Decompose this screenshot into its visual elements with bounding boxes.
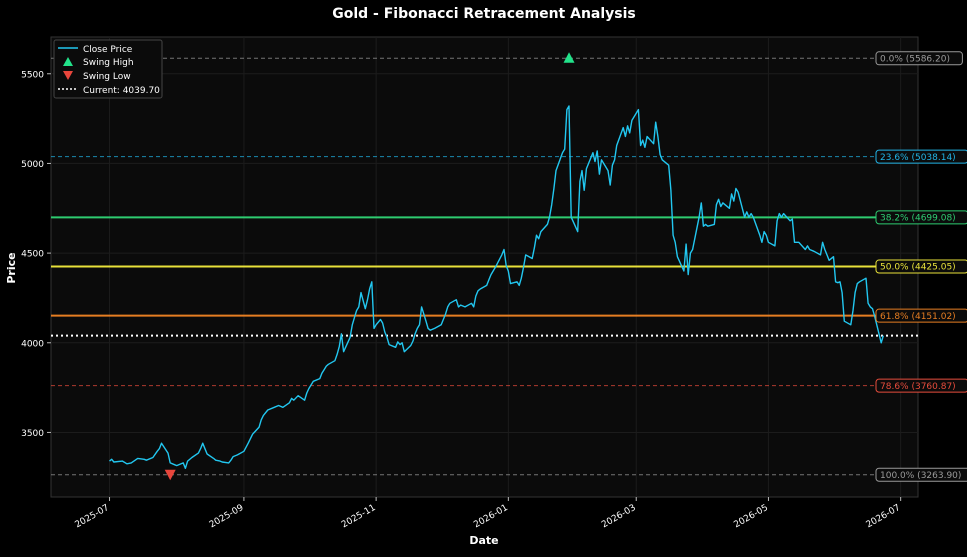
fib-level-label: 50.0% (4425.05) (880, 263, 956, 273)
close-price-line (109, 105, 884, 469)
chart-title: Gold - Fibonacci Retracement Analysis (332, 6, 636, 22)
fib-level-box (875, 51, 963, 66)
fib-lines (51, 57, 918, 476)
legend-current-label: Current: 4039.70 (83, 86, 160, 96)
y-tick-label: 4000 (21, 339, 44, 349)
swing-low-marker (164, 469, 176, 481)
fib-labels: 0.0% (5586.20) 23.6% (5038.14) 38.2% (4699… (875, 51, 967, 482)
y-tick-label: 3500 (21, 429, 44, 439)
fib-level-label: 0.0% (5586.20) (880, 55, 950, 65)
fib-level-box (875, 149, 967, 164)
legend-box (53, 39, 163, 99)
fib-level-label: 23.6% (5038.14) (880, 153, 956, 163)
fib-level-box (875, 378, 967, 393)
legend-swing-low-marker (63, 71, 73, 80)
legend-swing-high-marker (63, 57, 73, 66)
legend-swing-high-label: Swing High (83, 58, 134, 68)
markers (164, 52, 575, 481)
fib-level-box (875, 308, 967, 323)
legend: Close Price Swing High Swing Low Current… (53, 39, 163, 99)
fib-level-label: 61.8% (4151.02) (880, 312, 956, 322)
y-tick-label: 5500 (21, 70, 44, 80)
fib-level-label: 100.0% (3263.90) (880, 471, 961, 481)
y-tick-label: 5000 (21, 160, 44, 170)
fib-level-box (875, 259, 967, 274)
fib-level-box (875, 210, 967, 225)
y-tick-label: 4500 (21, 250, 44, 260)
fib-level-label: 78.6% (3760.87) (880, 382, 956, 392)
legend-swing-low-label: Swing Low (83, 72, 131, 82)
legend-close-label: Close Price (83, 45, 133, 55)
y-axis-label: Price (5, 252, 18, 283)
swing-high-marker (563, 52, 575, 63)
fib-level-box (875, 467, 967, 482)
series-layer (109, 105, 884, 469)
x-axis-label: Date (469, 534, 498, 547)
fib-level-label: 38.2% (4699.08) (880, 214, 956, 224)
